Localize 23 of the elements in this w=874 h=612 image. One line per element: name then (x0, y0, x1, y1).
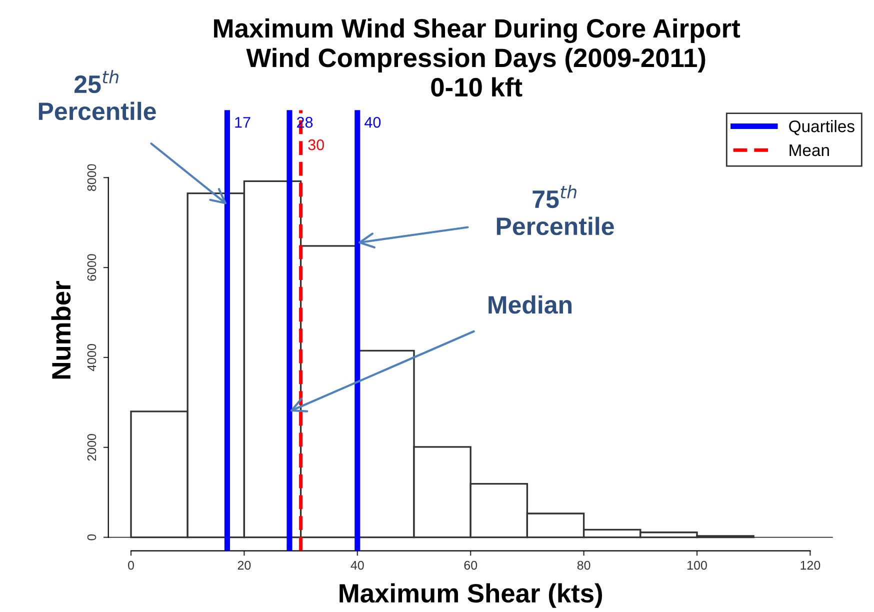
legend-label: Quartiles (789, 120, 854, 136)
annotation: 30 (308, 139, 324, 150)
annotation: 25$^{th}$ Percentile (38, 70, 156, 120)
x-tick-label: 80 (577, 560, 590, 570)
chart-title: Maximum Wind Shear During Core Airport Wind Compression Days (2009-2011) 0-10 kft (214, 18, 740, 97)
y-tick-label: 6000 (87, 254, 96, 281)
x-tick-label: 120 (800, 560, 820, 570)
x-axis-title: Maximum Shear (kts) (340, 583, 602, 608)
y-tick-label: 0 (87, 534, 96, 540)
legend-label: Mean (790, 144, 829, 156)
y-tick-label: 8000 (87, 164, 96, 191)
annotation: 75$^{th}$ Percentile (496, 185, 614, 236)
x-tick-label: 40 (350, 560, 364, 570)
y-tick-label: 4000 (87, 344, 96, 372)
x-tick-label: 60 (464, 560, 478, 570)
annotation: Median (488, 295, 572, 314)
x-tick-label: 20 (238, 560, 251, 570)
y-tick-label: 2000 (87, 434, 96, 461)
y-axis-title: Number (51, 281, 71, 379)
x-tick-label: 100 (688, 560, 707, 570)
annotation: 17 (235, 117, 250, 128)
x-tick-label: 0 (128, 560, 134, 570)
annotation: 40 (364, 116, 381, 128)
